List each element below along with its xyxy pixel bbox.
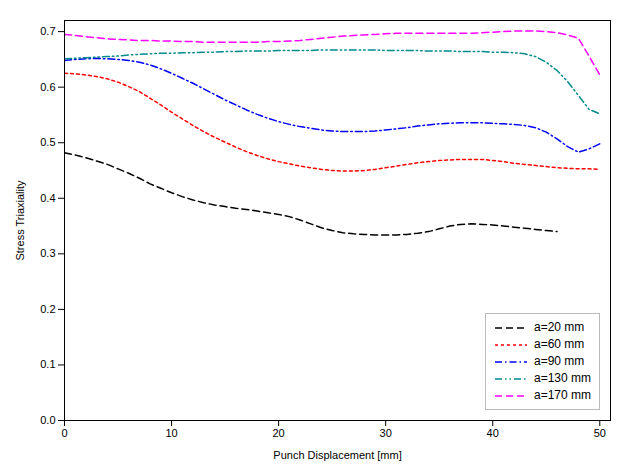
svg-text:0.3: 0.3 (40, 247, 55, 259)
svg-text:0.1: 0.1 (40, 358, 55, 370)
html-text:a=60 mm: a=60 mm (534, 337, 585, 351)
svg-text:0.7: 0.7 (40, 25, 55, 37)
html-text:a=20 mm: a=20 mm (534, 320, 585, 334)
svg-text:20: 20 (272, 427, 284, 439)
svg-text:0.0: 0.0 (40, 414, 55, 426)
svg-text:0.4: 0.4 (40, 192, 55, 204)
svg-text:0: 0 (61, 427, 67, 439)
html-text:a=90 mm: a=90 mm (534, 354, 585, 368)
svg-text:0.6: 0.6 (40, 81, 55, 93)
svg-text:10: 10 (165, 427, 177, 439)
svg-text:0.5: 0.5 (40, 136, 55, 148)
html-text:a=170 mm: a=170 mm (534, 388, 591, 402)
html-text:a=130 mm: a=130 mm (534, 371, 591, 385)
svg-text:0.2: 0.2 (40, 303, 55, 315)
svg-text:Punch Displacement [mm]: Punch Displacement [mm] (273, 449, 401, 461)
svg-text:Stress Triaxiality: Stress Triaxiality (14, 180, 26, 261)
svg-text:40: 40 (487, 427, 499, 439)
svg-text:50: 50 (594, 427, 606, 439)
svg-text:30: 30 (380, 427, 392, 439)
